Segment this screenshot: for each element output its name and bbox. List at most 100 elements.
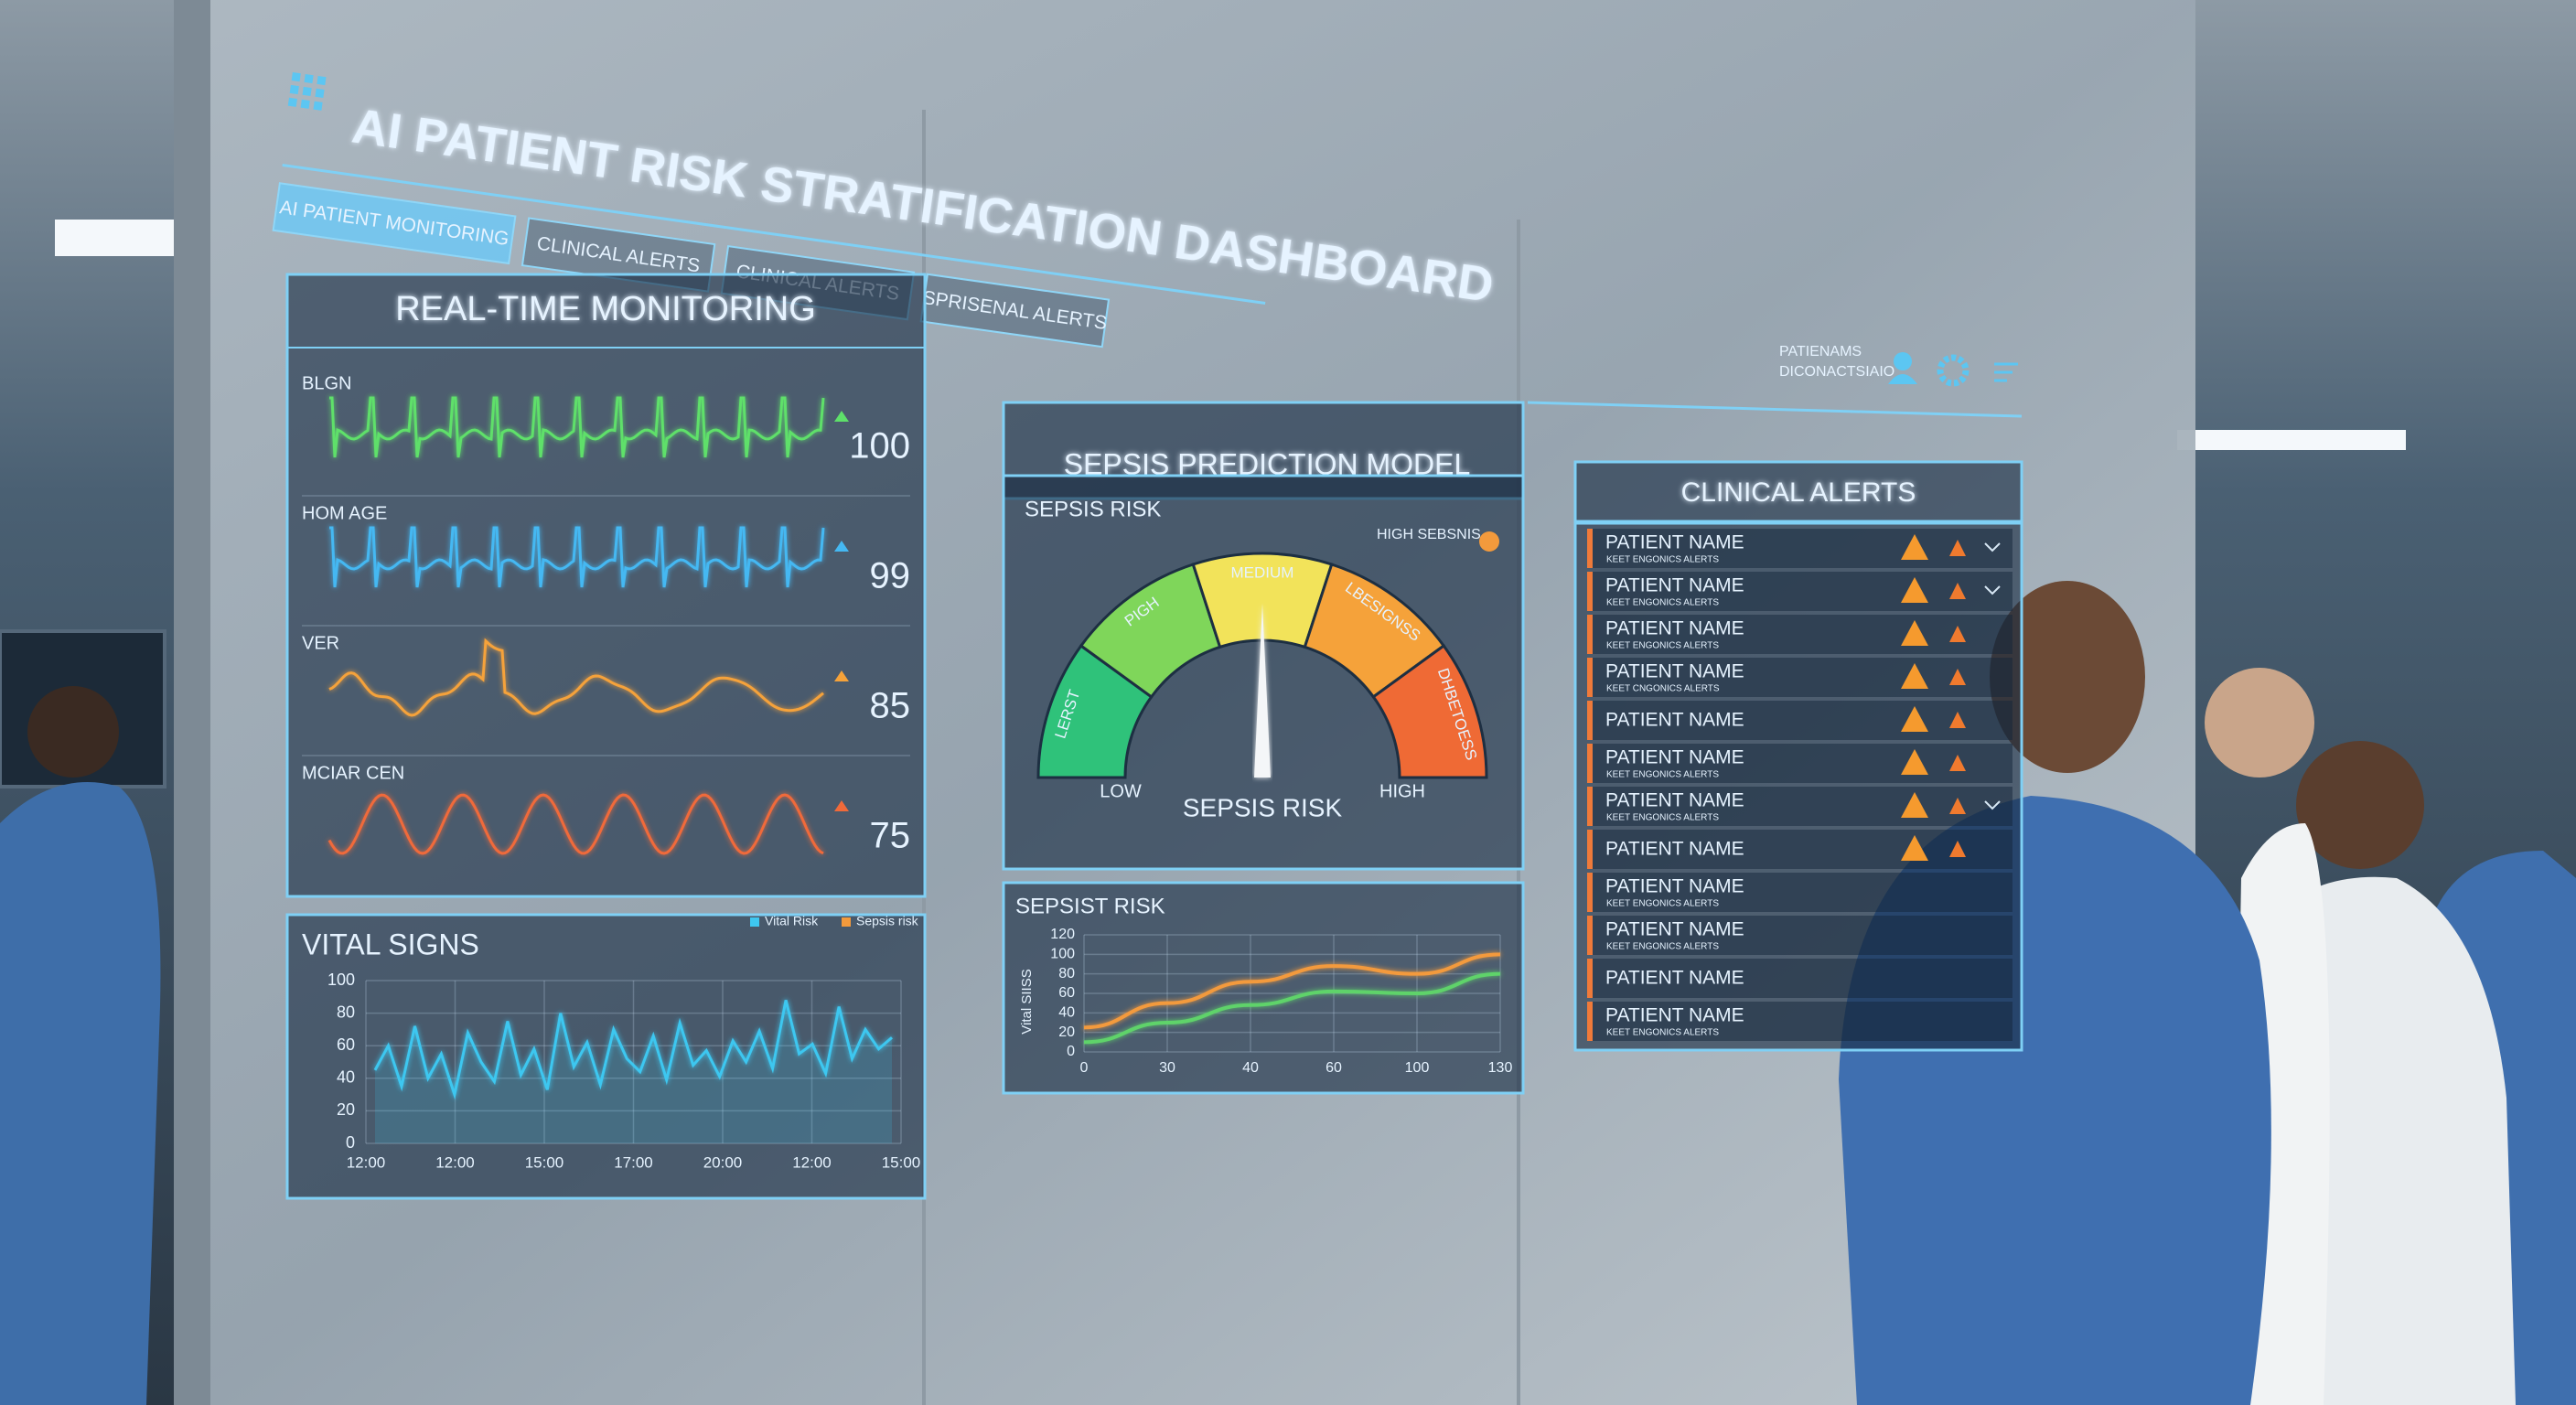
alert-row[interactable] [1587, 1002, 2012, 1041]
vital-area [375, 1000, 892, 1143]
warning-icon [1949, 798, 1966, 814]
panel-title: VITAL SIGNS [302, 928, 479, 960]
warning-icon [1901, 835, 1928, 861]
warning-icon [1949, 669, 1966, 685]
expand-chevron[interactable] [1984, 542, 2001, 552]
user-info: DICONACTSIAIO [1779, 364, 1894, 380]
logo-dot [300, 99, 310, 109]
y-tick-label: 20 [1058, 1024, 1075, 1040]
logo-dot [317, 75, 327, 86]
person-head [1990, 581, 2145, 773]
vital-value: 99 [870, 556, 911, 596]
alert-severity-bar [1587, 959, 1593, 998]
alert-patient-name: PATIENT NAME [1605, 532, 1744, 553]
nav-tab[interactable] [272, 182, 517, 265]
gauge-segment-label: MEDIUM [1231, 563, 1294, 581]
alert-severity-bar [1587, 873, 1593, 912]
x-tick-label: 20:00 [703, 1153, 743, 1171]
waveform-marker [834, 541, 849, 552]
warning-icon [1949, 755, 1966, 771]
y-tick-label: 20 [337, 1100, 355, 1119]
doctor-head [2296, 741, 2424, 869]
person-left [0, 782, 161, 1405]
waveform [328, 638, 824, 717]
alert-patient-name: PATIENT NAME [1605, 839, 1744, 860]
y-tick-label: 40 [337, 1068, 355, 1087]
alert-subtext: KEET ENGONICS ALERTS [1606, 641, 1719, 651]
legend-swatch [750, 917, 759, 927]
alert-patient-name: PATIENT NAME [1605, 747, 1744, 768]
alert-row[interactable] [1587, 873, 2012, 912]
x-tick-label: 17:00 [614, 1153, 653, 1171]
title-underline [282, 163, 1266, 305]
warning-icon [1901, 620, 1928, 646]
settings-icon[interactable] [1937, 354, 1970, 387]
alert-row[interactable] [1587, 787, 2012, 826]
gauge-indicator: HIGH SEBSNIS [1377, 527, 1481, 542]
expand-chevron[interactable] [1984, 800, 2001, 810]
vital-value: 75 [870, 816, 911, 856]
warning-icon [1949, 540, 1966, 556]
alert-row[interactable] [1587, 701, 2012, 740]
logo-dot [291, 72, 301, 82]
alert-row[interactable] [1587, 744, 2012, 783]
expand-chevron[interactable] [1984, 585, 2001, 595]
x-tick-label: 40 [1242, 1060, 1259, 1076]
warning-icon [1901, 663, 1928, 689]
alert-severity-bar [1587, 658, 1593, 697]
alert-severity-bar [1587, 787, 1593, 826]
alert-severity-bar [1587, 830, 1593, 869]
alert-subtext: KEET ENGONICS ALERTS [1606, 899, 1719, 909]
alert-row[interactable] [1587, 615, 2012, 654]
vital-label: MCIAR CEN [302, 763, 404, 783]
warning-icon [1901, 792, 1928, 818]
x-tick-label: 30 [1159, 1060, 1175, 1076]
y-tick-label: 120 [1050, 927, 1075, 942]
gauge-high: HIGH [1379, 781, 1425, 801]
alert-subtext: KEET ENGONICS ALERTS [1606, 942, 1719, 952]
alert-row[interactable] [1587, 959, 2012, 998]
alert-row[interactable] [1587, 830, 2012, 869]
gauge-caption: SEPSIS RISK [1183, 793, 1343, 821]
alert-subtext: KEET ENGONICS ALERTS [1606, 770, 1719, 780]
legend-swatch [842, 917, 851, 927]
vital-label: VER [302, 633, 339, 653]
waveform [329, 396, 825, 458]
panel-title: SEPSIST RISK [1015, 894, 1165, 918]
user-icon [1888, 374, 1917, 384]
alert-row[interactable] [1587, 529, 2012, 568]
header-rule [1527, 401, 2023, 418]
alert-patient-name: PATIENT NAME [1605, 618, 1744, 639]
user-icon[interactable] [1894, 352, 1912, 370]
y-tick-label: 60 [1058, 985, 1075, 1001]
alert-patient-name: PATIENT NAME [1605, 876, 1744, 897]
gauge-needle [1254, 604, 1271, 778]
alert-subtext: KEET ENGONICS ALERTS [1606, 813, 1719, 823]
legend-label: Vital Risk [765, 914, 819, 928]
waveform-marker [834, 670, 849, 681]
y-tick-label: 80 [337, 1003, 355, 1021]
vital-value: 100 [849, 426, 910, 467]
x-tick-label: 12:00 [347, 1153, 386, 1171]
logo-dot [304, 73, 314, 84]
doctor-head [2205, 668, 2314, 778]
ceiling-light [55, 220, 174, 256]
logo-dot [287, 97, 297, 107]
alert-patient-name: PATIENT NAME [1605, 968, 1744, 989]
gauge-title: SEPSIS RISK [1025, 497, 1161, 521]
alert-patient-name: PATIENT NAME [1605, 919, 1744, 940]
logo-dot [313, 101, 323, 111]
alert-patient-name: PATIENT NAME [1605, 790, 1744, 811]
alert-row[interactable] [1587, 916, 2012, 955]
waveform-marker [834, 800, 849, 811]
vital-value: 85 [870, 686, 911, 726]
alert-patient-name: PATIENT NAME [1605, 575, 1744, 596]
alert-row[interactable] [1587, 572, 2012, 611]
alert-row[interactable] [1587, 658, 2012, 697]
waveform [327, 793, 824, 855]
alert-severity-bar [1587, 572, 1593, 611]
alert-severity-bar [1587, 1002, 1593, 1041]
y-tick-label: 100 [327, 971, 355, 989]
warning-icon [1949, 626, 1966, 642]
legend-label: Sepsis risk [856, 914, 919, 928]
